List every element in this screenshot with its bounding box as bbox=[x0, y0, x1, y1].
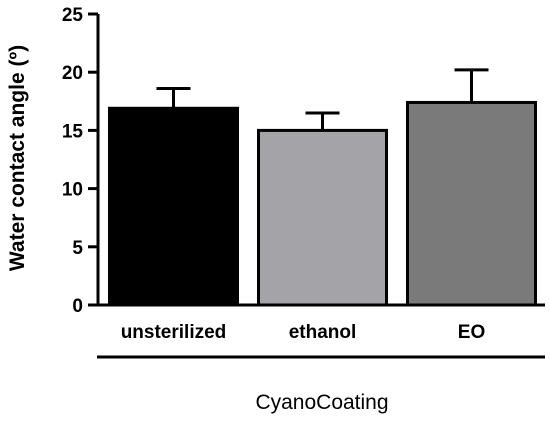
error-bars-group bbox=[156, 68, 489, 131]
category-label-ethanol: ethanol bbox=[289, 322, 357, 343]
bar-unsterilized bbox=[108, 106, 239, 307]
y-tick-label: 25 bbox=[62, 5, 84, 26]
group-label: CyanoCoating bbox=[255, 391, 388, 414]
bar-ethanol bbox=[257, 128, 388, 307]
y-tick-label: 15 bbox=[62, 121, 84, 142]
category-label-unsterilized: unsterilized bbox=[121, 322, 227, 343]
y-axis-ticks: 0 5 10 15 20 25 bbox=[62, 5, 98, 317]
category-labels: unsterilized ethanol EO bbox=[121, 322, 486, 343]
y-tick-label: 10 bbox=[62, 180, 83, 201]
bar-eo bbox=[406, 100, 537, 307]
y-tick-label: 0 bbox=[72, 296, 83, 317]
y-tick-label: 20 bbox=[62, 63, 83, 84]
y-axis-title: Water contact angle (º) bbox=[6, 45, 29, 271]
y-tick-label: 5 bbox=[72, 238, 83, 259]
bars-group bbox=[108, 100, 537, 307]
category-label-eo: EO bbox=[458, 322, 485, 343]
